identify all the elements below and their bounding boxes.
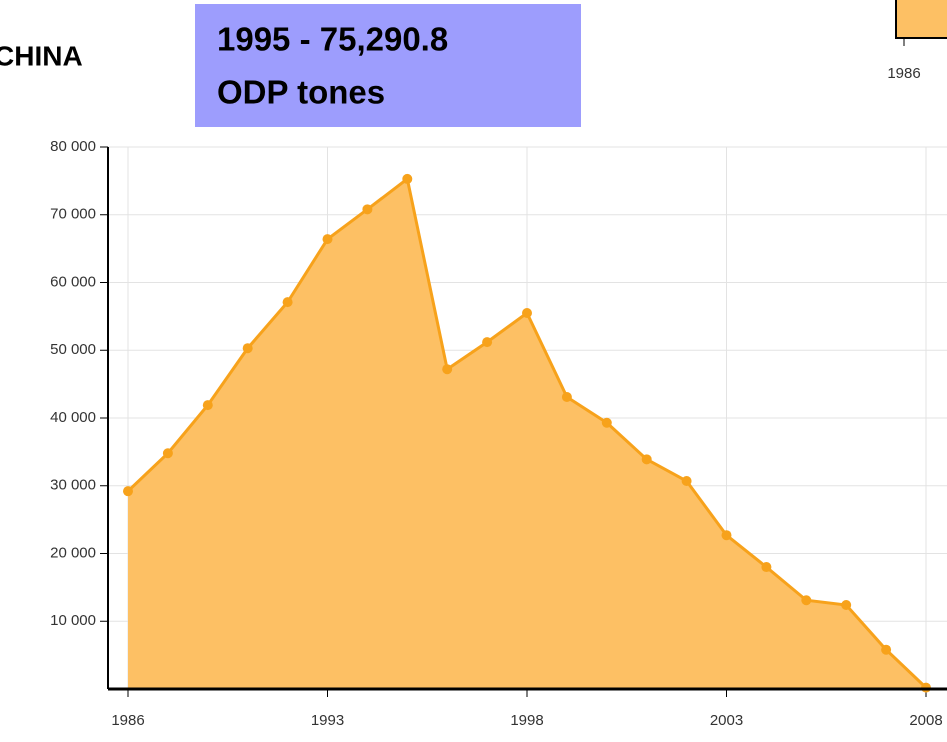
x-tick-label: 1986 (111, 712, 144, 729)
point (362, 204, 373, 215)
point (322, 234, 333, 245)
point (561, 391, 572, 402)
point (721, 530, 732, 541)
x-tick-label: 2008 (909, 712, 942, 729)
point (761, 562, 772, 573)
point (202, 400, 213, 411)
point (442, 364, 453, 375)
point (123, 486, 133, 497)
point (402, 173, 413, 184)
point (242, 343, 253, 354)
annotation-line: ODP tones (217, 74, 385, 111)
y-tick-label: 50 000 (50, 341, 96, 358)
point (801, 595, 812, 606)
y-tick-label: 40 000 (50, 409, 96, 426)
x-tick-label: 1993 (311, 712, 344, 729)
y-tick-label: 70 000 (50, 206, 96, 223)
point (282, 297, 293, 308)
point (601, 417, 612, 428)
y-tick-label: 30 000 (50, 477, 96, 494)
point (162, 448, 173, 459)
annotation-line: 1995 - 75,290.8 (217, 21, 448, 58)
y-tick-label: 10 000 (50, 612, 96, 629)
navigator-label: 1986 (887, 65, 920, 82)
y-tick-label: 80 000 (50, 138, 96, 155)
point (522, 307, 532, 318)
x-tick-label: 1998 (510, 712, 543, 729)
y-tick-label: 60 000 (50, 273, 96, 290)
y-tick-label: 20 000 (50, 544, 96, 561)
point (681, 476, 692, 487)
x-tick-label: 2003 (710, 712, 743, 729)
chart-title: CHINA (0, 40, 83, 71)
point (482, 337, 493, 348)
point (841, 599, 852, 610)
point (641, 454, 652, 465)
annotation-box (195, 4, 581, 127)
point (881, 644, 892, 655)
area (128, 178, 926, 689)
navigator (895, 0, 947, 39)
